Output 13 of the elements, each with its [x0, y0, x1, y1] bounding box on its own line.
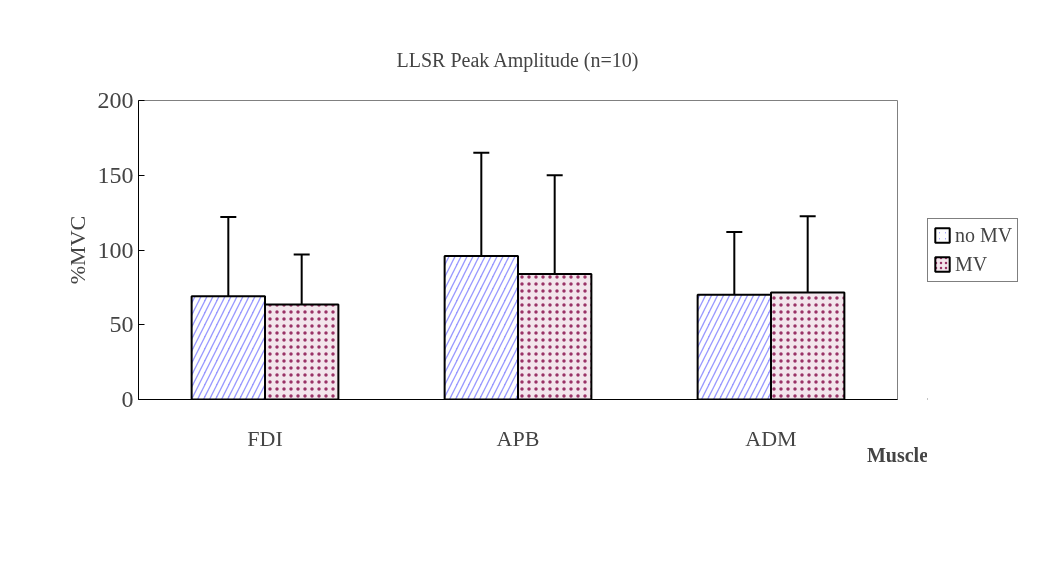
legend-label: MV: [955, 252, 988, 276]
x-axis-title: Muscle: [866, 443, 929, 466]
chart-title: LLSR Peak Amplitude (n=10): [396, 48, 639, 72]
x-tick-label: ADM: [745, 425, 797, 451]
x-tick-label: APB: [496, 425, 540, 451]
y-tick-label: 100: [97, 236, 134, 263]
x-tick-label: FDI: [247, 425, 283, 451]
y-tick-label: 50: [109, 311, 134, 338]
y-tick-label: 200: [97, 87, 134, 113]
y-tick-label: 150: [97, 161, 134, 188]
legend-label: no MV: [955, 223, 1013, 247]
y-axis-title: %MVC: [64, 215, 90, 285]
y-tick-label: 0: [121, 386, 134, 412]
